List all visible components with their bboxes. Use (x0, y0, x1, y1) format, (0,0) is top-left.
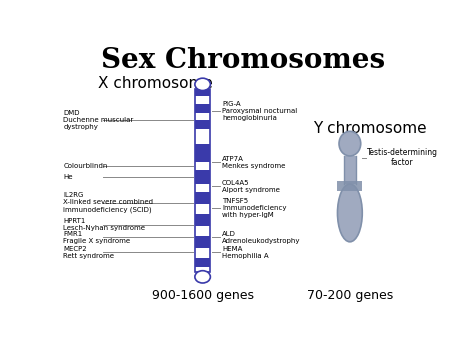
Bar (195, 204, 210, 214)
Text: MECP2
Rett syndrome: MECP2 Rett syndrome (63, 246, 114, 259)
Text: Colourblindn: Colourblindn (63, 163, 108, 169)
Bar (195, 162, 210, 170)
Bar (195, 129, 210, 144)
Text: Testis-determining
factor: Testis-determining factor (367, 148, 438, 167)
Text: COL4A5
Alport syndrome: COL4A5 Alport syndrome (222, 180, 280, 193)
Ellipse shape (337, 184, 362, 242)
Ellipse shape (195, 78, 210, 91)
Bar (195, 191, 210, 204)
Text: ALD
Adrenoleukodystrophy: ALD Adrenoleukodystrophy (222, 231, 301, 244)
Bar (195, 258, 210, 267)
Bar (195, 104, 210, 113)
Bar (195, 144, 210, 162)
Text: HEMA
Hemophilia A: HEMA Hemophilia A (222, 246, 269, 259)
Bar (337, 181, 362, 191)
Ellipse shape (339, 131, 361, 156)
Bar (195, 89, 210, 96)
Bar (195, 184, 210, 191)
Bar (195, 236, 210, 248)
Text: HPRT1
Lesch-Nyhan syndrome: HPRT1 Lesch-Nyhan syndrome (63, 218, 145, 231)
Text: Sex Chromosomes: Sex Chromosomes (101, 47, 385, 75)
Text: ATP7A
Menkes syndrome: ATP7A Menkes syndrome (222, 156, 285, 169)
Text: IL2RG
X-linked severe combined
immunodeficiency (SCID): IL2RG X-linked severe combined immunodef… (63, 193, 153, 213)
Text: 70-200 genes: 70-200 genes (307, 289, 393, 302)
Text: FMR1
Fragile X syndrome: FMR1 Fragile X syndrome (63, 231, 130, 244)
Bar (195, 89, 210, 272)
Text: TNFSF5
Immunodeficiency
with hyper-IgM: TNFSF5 Immunodeficiency with hyper-IgM (222, 198, 286, 218)
Ellipse shape (195, 271, 210, 283)
Text: DMD
Duchenne muscular
dystrophy: DMD Duchenne muscular dystrophy (63, 110, 133, 130)
Bar (195, 226, 210, 236)
Bar (195, 248, 210, 258)
Text: 900-1600 genes: 900-1600 genes (152, 289, 254, 302)
Text: X chromosome: X chromosome (98, 76, 213, 91)
Bar (195, 170, 210, 184)
Bar (344, 156, 356, 184)
Text: Y chromosome: Y chromosome (313, 120, 426, 135)
Bar (195, 113, 210, 120)
Bar (195, 96, 210, 104)
Bar (195, 267, 210, 272)
Text: He: He (63, 174, 73, 180)
Bar (195, 120, 210, 129)
Bar (195, 214, 210, 226)
Text: PIG-A
Paroxysmal nocturnal
hemoglobinuria: PIG-A Paroxysmal nocturnal hemoglobinuri… (222, 101, 297, 121)
